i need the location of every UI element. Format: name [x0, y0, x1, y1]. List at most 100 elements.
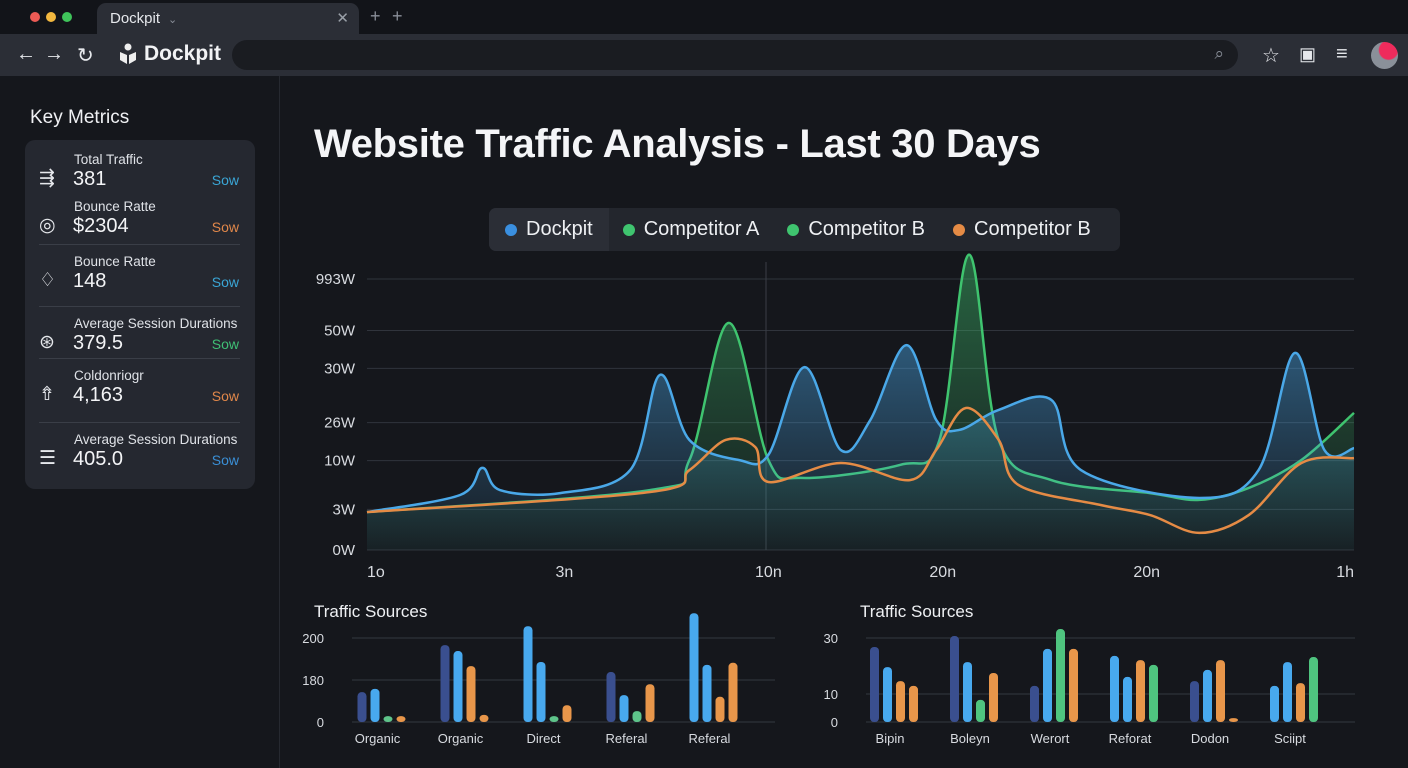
browser-tab[interactable]: Dockpit ⌄ ✕ — [97, 3, 359, 34]
traffic-sources-title-right: Traffic Sources — [860, 602, 974, 621]
metric-label: Average Session Durations — [74, 316, 238, 331]
bar — [606, 672, 616, 722]
legend-item[interactable]: Dockpit — [489, 208, 609, 251]
legend-item[interactable]: Competitor A — [609, 208, 774, 251]
metric-label: Average Session Durations — [74, 432, 238, 447]
chart-legend: Dockpit Competitor A Competitor B Competito… — [489, 208, 1120, 251]
page-title: Website Traffic Analysis - Last 30 Days — [314, 122, 1041, 166]
metric-delta: Sow — [211, 274, 239, 290]
y-tick-label: 0 — [317, 715, 324, 730]
legend-item[interactable]: Competitor B — [939, 208, 1105, 251]
bar — [1056, 629, 1065, 722]
bar — [619, 695, 629, 722]
address-bar[interactable]: ⌕ — [232, 40, 1238, 70]
star-icon[interactable]: ☆ — [1262, 45, 1280, 67]
x-tick-label: Referal — [689, 731, 731, 746]
bar — [909, 685, 918, 722]
metric-label: Total Traffic — [74, 152, 143, 167]
search-icon[interactable]: ⌕ — [1214, 44, 1224, 63]
traffic-sources-chart-left: 0 180 200 Organic Organic Direct Referal Refera… — [302, 613, 775, 746]
y-tick-label: 30W — [324, 360, 356, 377]
brand-name: Dockpit — [144, 42, 222, 65]
bar — [632, 711, 642, 722]
metric-label: Bounce Ratte — [74, 199, 156, 214]
metric-delta: Sow — [211, 219, 239, 235]
chevron-down-icon[interactable]: ⌄ — [168, 14, 178, 26]
bar — [523, 626, 533, 722]
avatar[interactable] — [1371, 42, 1398, 69]
extensions-icon[interactable]: ▣ — [1299, 44, 1317, 64]
bar — [1203, 669, 1212, 722]
reload-icon[interactable]: ↻ — [77, 45, 94, 67]
close-tab-icon[interactable]: ✕ — [336, 10, 349, 27]
metrics-card: ⇶ Total Traffic 381 Sow ◎ Bounce Ratte $2… — [25, 140, 255, 489]
new-tab-button[interactable]: + — [370, 6, 381, 26]
traffic-sources-title-left: Traffic Sources — [314, 602, 428, 621]
back-arrow-icon[interactable]: ← — [16, 43, 36, 65]
clock-icon: ⊛ — [39, 332, 55, 353]
metric-delta: Sow — [211, 452, 239, 468]
brand[interactable]: Dockpit — [118, 42, 221, 66]
bar — [950, 636, 959, 722]
bar — [549, 716, 559, 722]
x-tick-label: Werort — [1031, 731, 1070, 746]
close-window-button[interactable] — [30, 12, 40, 22]
legend-label: Competitor A — [643, 218, 760, 240]
bar — [870, 646, 879, 722]
legend-swatch — [787, 223, 800, 236]
traffic-sources-chart-right: 0 10 30 Bipin Boleyn Werort Reforat Dodon Sciipt — [824, 629, 1355, 746]
bar — [536, 661, 546, 722]
legend-label: Dockpit — [526, 218, 593, 240]
y-tick-label: 0W — [333, 542, 356, 559]
series-line-dockpit — [366, 343, 1355, 514]
tree-icon: ⇮ — [39, 384, 55, 405]
series-area-dockpit — [367, 345, 1354, 550]
target-icon: ◎ — [39, 215, 56, 236]
bar — [1283, 662, 1292, 722]
y-tick-label: 10W — [324, 453, 356, 470]
dockpit-logo-icon — [120, 43, 136, 64]
bar — [396, 716, 406, 722]
bar — [976, 699, 985, 722]
bar — [1110, 655, 1119, 722]
divider — [39, 358, 240, 359]
divider — [39, 306, 240, 307]
bar — [1136, 660, 1145, 722]
browser-toolbar: ← → ↻ Dockpit ⌕ ☆ ▣ ≡ — [0, 34, 1408, 76]
menu-icon[interactable]: ≡ — [1336, 43, 1348, 65]
x-tick-label: Boleyn — [950, 731, 990, 746]
bar — [479, 714, 489, 722]
legend-swatch — [622, 223, 635, 236]
minimize-window-button[interactable] — [46, 12, 56, 22]
bar — [702, 664, 712, 722]
metric-value: 4,163 — [73, 384, 124, 406]
bar — [728, 662, 738, 722]
metric-delta: Sow — [211, 388, 239, 404]
metric-value: 405.0 — [73, 448, 124, 470]
divider — [39, 422, 240, 423]
bar — [989, 673, 998, 722]
metric-label: Coldonriogr — [74, 368, 144, 383]
new-tab-button-2[interactable]: + — [392, 6, 403, 26]
y-tick-label: 50W — [324, 322, 356, 339]
metric-value: 379.5 — [73, 332, 124, 354]
maximize-window-button[interactable] — [62, 12, 72, 22]
bar — [1309, 657, 1318, 722]
bar — [1149, 664, 1158, 722]
y-tick-label: 3W — [333, 501, 356, 518]
bar — [562, 705, 572, 722]
y-tick-label: 30 — [824, 631, 838, 646]
legend-item[interactable]: Competitor B — [773, 208, 939, 251]
bar — [1069, 648, 1078, 722]
bar — [1043, 648, 1052, 722]
bar — [1190, 681, 1199, 722]
forward-arrow-icon[interactable]: → — [44, 43, 64, 65]
bell-icon: ♢ — [39, 270, 57, 291]
traffic-chart: 0W 3W 10W 26W 30W 50W 993W 1o 3n 10n 20n 20n 1h — [316, 253, 1355, 581]
list-icon: ☰ — [39, 448, 57, 469]
bar — [370, 688, 380, 722]
x-tick-label: Organic — [355, 731, 401, 746]
legend-label: Competitor B — [974, 218, 1091, 240]
bar — [466, 666, 476, 722]
bar — [1270, 685, 1279, 722]
